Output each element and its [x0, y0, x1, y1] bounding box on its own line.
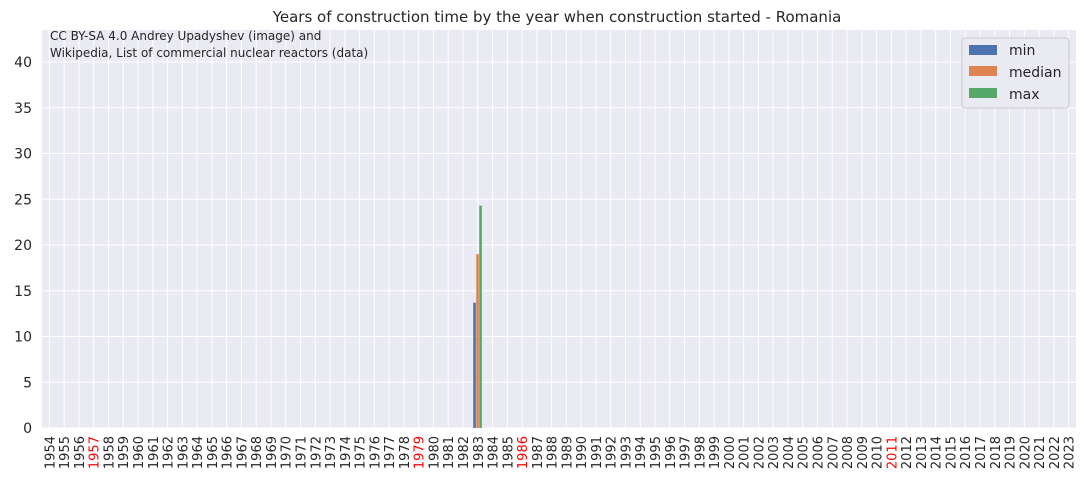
x-tick-label: 1985	[501, 436, 516, 469]
x-tick-label: 1955	[58, 436, 73, 469]
x-tick-label: 1975	[354, 436, 369, 469]
x-tick-label: 1986	[516, 436, 531, 469]
y-tick-label: 0	[23, 421, 32, 437]
x-tick-label: 1988	[546, 436, 561, 469]
x-tick-label: 1976	[368, 436, 383, 469]
x-tick-label: 1967	[235, 436, 250, 469]
x-tick-label: 2015	[944, 436, 959, 469]
x-tick-label: 1974	[339, 436, 354, 469]
y-axis: 0 5 10 15 20 25 30 35 40	[14, 55, 32, 437]
x-tick-label: 1962	[162, 436, 177, 469]
legend-label-median: median	[1009, 65, 1061, 81]
x-tick-label: 1968	[250, 436, 265, 469]
x-tick-label: 1994	[634, 436, 649, 469]
bar-median-1983	[476, 254, 479, 428]
x-tick-label: 1990	[575, 436, 590, 469]
x-tick-label: 2009	[856, 436, 871, 469]
x-tick-label: 2019	[1004, 436, 1019, 469]
grid	[42, 30, 1076, 429]
x-tick-label: 2010	[871, 436, 886, 469]
x-tick-label: 1995	[649, 436, 664, 469]
bar-min-1983	[473, 302, 476, 428]
x-tick-label: 2021	[1033, 436, 1048, 469]
x-tick-label: 1973	[324, 436, 339, 469]
y-tick-label: 25	[14, 192, 32, 208]
x-tick-label: 2006	[812, 436, 827, 469]
y-tick-label: 40	[14, 55, 32, 71]
x-tick-label: 2001	[738, 436, 753, 469]
x-tick-label: 2011	[885, 436, 900, 469]
x-tick-label: 1996	[664, 436, 679, 469]
x-tick-label: 1963	[176, 436, 191, 469]
x-tick-label: 1997	[679, 436, 694, 469]
x-tick-label: 2014	[930, 436, 945, 469]
x-tick-label: 1991	[590, 436, 605, 469]
y-tick-label: 10	[14, 330, 32, 346]
x-tick-label: 2023	[1063, 436, 1078, 469]
legend-swatch-min	[969, 45, 997, 55]
x-tick-label: 1984	[487, 436, 502, 469]
x-tick-label: 1981	[442, 436, 457, 469]
x-tick-label: 1979	[413, 436, 428, 469]
x-tick-label: 2018	[989, 436, 1004, 469]
legend-swatch-max	[969, 88, 997, 98]
x-tick-label: 1998	[693, 436, 708, 469]
x-tick-label: 2013	[915, 436, 930, 469]
y-tick-label: 15	[14, 284, 32, 300]
x-tick-label: 1964	[191, 436, 206, 469]
bars	[473, 205, 482, 428]
x-tick-label: 2007	[826, 436, 841, 469]
x-tick-label: 1960	[132, 436, 147, 469]
x-tick-label: 1970	[280, 436, 295, 469]
x-tick-label: 1987	[531, 436, 546, 469]
x-tick-label: 1992	[605, 436, 620, 469]
x-tick-label: 2017	[974, 436, 989, 469]
x-tick-label: 1977	[383, 436, 398, 469]
x-tick-label: 2004	[782, 436, 797, 469]
x-tick-label: 2012	[900, 436, 915, 469]
x-tick-label: 1972	[309, 436, 324, 469]
x-tick-label: 1999	[708, 436, 723, 469]
x-tick-label: 1971	[295, 436, 310, 469]
credit-line-1: CC BY-SA 4.0 Andrey Upadyshev (image) an…	[50, 29, 321, 43]
x-axis: 1954 1955 1956 1957 1958 1959 1960 1961 1962 1963…	[43, 436, 1077, 469]
credit: CC BY-SA 4.0 Andrey Upadyshev (image) an…	[50, 29, 368, 60]
x-tick-label: 1969	[265, 436, 280, 469]
x-tick-label: 1961	[147, 436, 162, 469]
y-tick-label: 35	[14, 101, 32, 117]
y-tick-label: 20	[14, 238, 32, 254]
bar-max-1983	[479, 205, 482, 428]
legend: min median max	[961, 37, 1070, 109]
x-tick-label: 1978	[398, 436, 413, 469]
x-tick-label: 1983	[472, 436, 487, 469]
x-tick-label: 2003	[767, 436, 782, 469]
x-tick-label: 1993	[619, 436, 634, 469]
x-tick-label: 1956	[73, 436, 88, 469]
x-tick-label: 2016	[959, 436, 974, 469]
x-tick-label: 1954	[43, 436, 58, 469]
x-tick-label: 2020	[1018, 436, 1033, 469]
legend-label-min: min	[1009, 43, 1035, 59]
x-tick-label: 2022	[1048, 436, 1063, 469]
x-tick-label: 2008	[841, 436, 856, 469]
y-tick-label: 30	[14, 147, 32, 163]
legend-swatch-median	[969, 66, 997, 76]
x-tick-label: 2002	[752, 436, 767, 469]
credit-line-2: Wikipedia, List of commercial nuclear re…	[50, 46, 368, 60]
x-tick-label: 1959	[117, 436, 132, 469]
x-tick-label: 1957	[88, 436, 103, 469]
x-tick-label: 1989	[560, 436, 575, 469]
x-tick-label: 1958	[102, 436, 117, 469]
chart-title: Years of construction time by the year w…	[272, 8, 842, 26]
x-tick-label: 1965	[206, 436, 221, 469]
x-tick-label: 2000	[723, 436, 738, 469]
x-tick-label: 1966	[221, 436, 236, 469]
plot-area	[42, 30, 1076, 428]
legend-label-max: max	[1009, 87, 1040, 103]
x-tick-label: 1982	[457, 436, 472, 469]
y-tick-label: 5	[23, 375, 32, 391]
x-tick-label: 2005	[797, 436, 812, 469]
x-tick-label: 1980	[427, 436, 442, 469]
